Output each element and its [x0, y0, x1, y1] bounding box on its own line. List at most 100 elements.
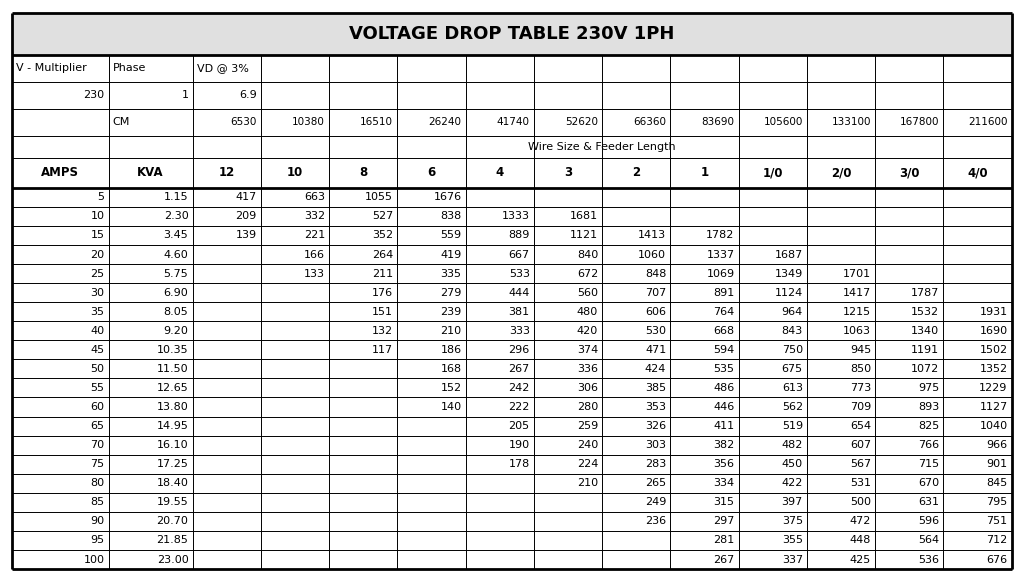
Text: 1333: 1333 [502, 211, 529, 221]
Text: 975: 975 [919, 383, 939, 393]
Text: 17.25: 17.25 [157, 459, 188, 469]
Text: 2/0: 2/0 [830, 166, 851, 179]
Text: 422: 422 [781, 478, 803, 488]
Text: 596: 596 [919, 517, 939, 526]
Text: 210: 210 [440, 326, 462, 336]
Text: 1069: 1069 [707, 268, 734, 279]
Text: 267: 267 [509, 364, 529, 374]
Text: 448: 448 [850, 536, 871, 545]
Text: 480: 480 [577, 306, 598, 317]
Text: 12: 12 [218, 166, 234, 179]
Text: 559: 559 [440, 230, 462, 240]
Text: 10: 10 [90, 211, 104, 221]
Text: 306: 306 [577, 383, 598, 393]
Text: 2.30: 2.30 [164, 211, 188, 221]
Text: 848: 848 [645, 268, 667, 279]
Text: 230: 230 [83, 90, 104, 100]
Text: 417: 417 [236, 192, 257, 202]
Text: 675: 675 [781, 364, 803, 374]
Text: 1417: 1417 [843, 287, 871, 298]
Text: 6530: 6530 [230, 118, 257, 127]
Text: 249: 249 [645, 497, 667, 507]
Text: 1532: 1532 [911, 306, 939, 317]
Text: 5.75: 5.75 [164, 268, 188, 279]
Text: 8: 8 [359, 166, 368, 179]
Text: Phase: Phase [113, 63, 146, 73]
Text: 15: 15 [90, 230, 104, 240]
Text: 14.95: 14.95 [157, 421, 188, 431]
Text: 773: 773 [850, 383, 871, 393]
Text: 55: 55 [90, 383, 104, 393]
Text: 562: 562 [781, 402, 803, 412]
Text: 1931: 1931 [980, 306, 1008, 317]
Bar [12, 55, 1012, 569]
Text: 1690: 1690 [980, 326, 1008, 336]
Text: 709: 709 [850, 402, 871, 412]
Text: 80: 80 [90, 478, 104, 488]
Text: 19.55: 19.55 [157, 497, 188, 507]
Text: 335: 335 [440, 268, 462, 279]
Text: 450: 450 [781, 459, 803, 469]
Text: 41740: 41740 [497, 118, 529, 127]
Text: 1676: 1676 [433, 192, 462, 202]
Text: 1687: 1687 [774, 249, 803, 260]
Text: KVA: KVA [137, 166, 164, 179]
Text: 168: 168 [440, 364, 462, 374]
Text: 190: 190 [509, 440, 529, 450]
Text: 1124: 1124 [774, 287, 803, 298]
Text: 21.85: 21.85 [157, 536, 188, 545]
Text: 20.70: 20.70 [157, 517, 188, 526]
Text: 259: 259 [577, 421, 598, 431]
Text: 95: 95 [90, 536, 104, 545]
Text: 315: 315 [714, 497, 734, 507]
Text: 663: 663 [304, 192, 325, 202]
Text: 840: 840 [577, 249, 598, 260]
Text: 397: 397 [781, 497, 803, 507]
Text: 352: 352 [372, 230, 393, 240]
Text: 4: 4 [496, 166, 504, 179]
Text: 712: 712 [986, 536, 1008, 545]
Text: 535: 535 [714, 364, 734, 374]
Text: 296: 296 [509, 345, 529, 355]
Text: 564: 564 [919, 536, 939, 545]
Text: 1060: 1060 [638, 249, 667, 260]
Text: 889: 889 [508, 230, 529, 240]
Text: 18.40: 18.40 [157, 478, 188, 488]
Text: 65: 65 [90, 421, 104, 431]
Text: 8.05: 8.05 [164, 306, 188, 317]
Text: 222: 222 [508, 402, 529, 412]
Text: 764: 764 [714, 306, 734, 317]
Text: 52620: 52620 [565, 118, 598, 127]
Text: 795: 795 [986, 497, 1008, 507]
Text: 210: 210 [577, 478, 598, 488]
Text: 531: 531 [850, 478, 871, 488]
Text: 353: 353 [645, 402, 667, 412]
Text: 70: 70 [90, 440, 104, 450]
Text: CM: CM [113, 118, 130, 127]
Text: 283: 283 [645, 459, 667, 469]
Text: 530: 530 [645, 326, 667, 336]
Text: 845: 845 [986, 478, 1008, 488]
Text: 20: 20 [90, 249, 104, 260]
Text: 35: 35 [90, 306, 104, 317]
Text: 560: 560 [577, 287, 598, 298]
Text: 419: 419 [440, 249, 462, 260]
Text: 178: 178 [509, 459, 529, 469]
Text: 83690: 83690 [701, 118, 734, 127]
Text: 10380: 10380 [292, 118, 325, 127]
Text: 105600: 105600 [764, 118, 803, 127]
Text: 471: 471 [645, 345, 667, 355]
Text: 766: 766 [919, 440, 939, 450]
Text: 205: 205 [509, 421, 529, 431]
Text: 40: 40 [90, 326, 104, 336]
Text: 1349: 1349 [774, 268, 803, 279]
Text: 303: 303 [645, 440, 667, 450]
Text: 838: 838 [440, 211, 462, 221]
Text: 11.50: 11.50 [157, 364, 188, 374]
Text: 1191: 1191 [911, 345, 939, 355]
Text: 281: 281 [714, 536, 734, 545]
Text: 654: 654 [850, 421, 871, 431]
Text: 1352: 1352 [980, 364, 1008, 374]
Text: 1/0: 1/0 [763, 166, 783, 179]
Text: 6.9: 6.9 [239, 90, 257, 100]
